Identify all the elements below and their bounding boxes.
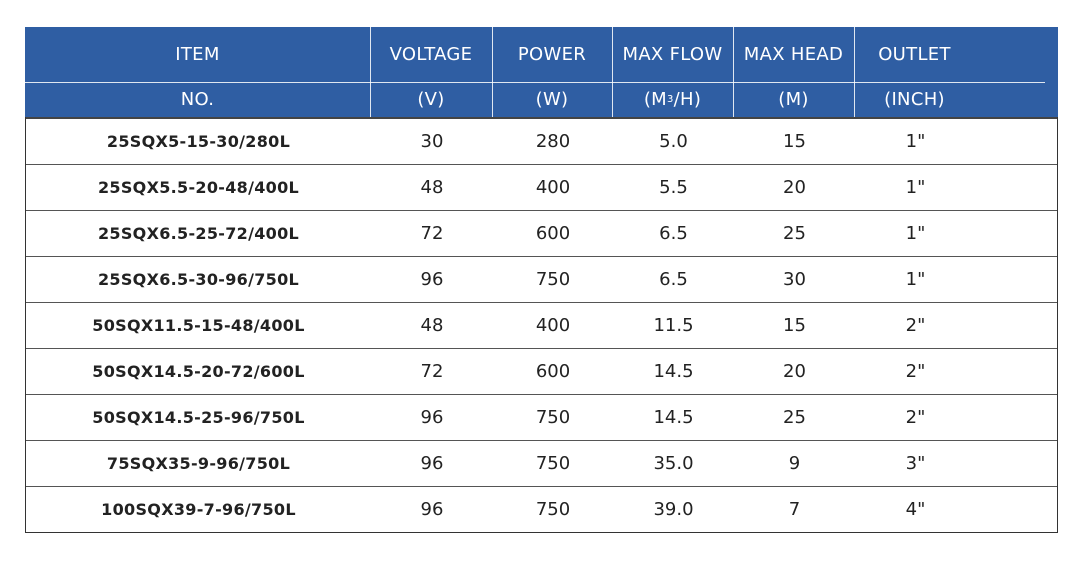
power-cell: 750 [535,269,571,290]
header-unit-flow: (M 3/H) [612,82,733,117]
model-cell: 50SQX14.5-25-96/750L [92,408,305,427]
model-cell: 50SQX11.5-15-48/400L [92,316,305,335]
voltage-cell: 96 [420,453,444,474]
outlet-cell: 1" [905,131,926,152]
pump-spec-table: ITEM VOLTAGE POWER MAX FLOW MAX HEAD OUT… [25,27,1058,533]
outlet-cell: 3" [905,453,926,474]
outlet-cell: 1" [905,177,926,198]
header-separator [733,27,734,117]
header-separator [492,27,493,117]
table-body: 25SQX5-15-30/280L 30 280 5.0 15 1" 25SQX5.5-20… [25,117,1058,533]
header-separator [370,27,371,117]
model-cell: 25SQX6.5-25-72/400L [97,224,300,243]
table-row: 25SQX6.5-25-72/400L 72 600 6.5 25 1" [26,210,1057,256]
max-head-cell: 25 [783,407,806,428]
model-cell: 25SQX6.5-30-96/750L [97,270,300,289]
table-row: 50SQX14.5-20-72/600L 72 600 14.5 20 2" [26,348,1057,394]
flow-unit-pre: (M [643,89,667,110]
max-flow-cell: 11.5 [653,315,694,336]
power-cell: 280 [535,131,571,152]
max-flow-cell: 14.5 [653,361,694,382]
max-head-cell: 20 [783,177,806,198]
max-flow-cell: 6.5 [659,269,688,290]
header-row-units: NO. (V) (W) (M 3/H) (M) (INCH) [25,82,1058,117]
header-max-flow: MAX FLOW [622,44,723,65]
max-flow-cell: 35.0 [653,453,694,474]
voltage-cell: 72 [420,223,444,244]
voltage-cell: 72 [420,361,444,382]
flow-unit-post: /H) [673,89,702,110]
max-head-cell: 25 [783,223,806,244]
model-cell: 100SQX39-7-96/750L [101,500,296,519]
max-flow-cell: 5.0 [659,131,688,152]
voltage-cell: 96 [420,407,444,428]
voltage-cell: 30 [420,131,444,152]
power-cell: 600 [535,361,571,382]
max-head-cell: 9 [788,453,801,474]
outlet-cell: 2" [905,315,926,336]
max-flow-cell: 6.5 [659,223,688,244]
header-power: POWER [517,44,587,65]
max-flow-cell: 5.5 [659,177,688,198]
outlet-cell: 2" [905,407,926,428]
model-cell: 75SQX35-9-96/750L [106,454,291,473]
outlet-cell: 2" [905,361,926,382]
table-row: 50SQX11.5-15-48/400L 48 400 11.5 15 2" [26,302,1057,348]
header-unit-power: (W) [535,89,569,110]
header-divider [25,82,1045,83]
header-outlet: OUTLET [878,44,951,65]
power-cell: 600 [535,223,571,244]
header-row-titles: ITEM VOLTAGE POWER MAX FLOW MAX HEAD OUT… [25,27,1058,82]
table-row: 25SQX6.5-30-96/750L 96 750 6.5 30 1" [26,256,1057,302]
header-no: NO. [180,89,215,110]
max-head-cell: 30 [783,269,806,290]
max-head-cell: 20 [783,361,806,382]
voltage-cell: 96 [420,269,444,290]
voltage-cell: 48 [420,177,444,198]
header-separator [612,27,613,117]
max-head-cell: 7 [788,499,801,520]
table-row: 100SQX39-7-96/750L 96 750 39.0 7 4" [26,486,1057,532]
power-cell: 400 [535,315,571,336]
max-head-cell: 15 [783,131,806,152]
header-voltage: VOLTAGE [389,44,473,65]
table-row: 75SQX35-9-96/750L 96 750 35.0 9 3" [26,440,1057,486]
table-header: ITEM VOLTAGE POWER MAX FLOW MAX HEAD OUT… [25,27,1058,117]
max-flow-cell: 39.0 [653,499,694,520]
power-cell: 400 [535,177,571,198]
voltage-cell: 96 [420,499,444,520]
outlet-cell: 1" [905,269,926,290]
table-row: 50SQX14.5-25-96/750L 96 750 14.5 25 2" [26,394,1057,440]
max-head-cell: 15 [783,315,806,336]
flow-unit-sup: 3 [666,94,674,105]
voltage-cell: 48 [420,315,444,336]
model-cell: 50SQX14.5-20-72/600L [92,362,305,381]
model-cell: 25SQX5-15-30/280L [106,132,291,151]
outlet-cell: 4" [905,499,926,520]
outlet-cell: 1" [905,223,926,244]
model-cell: 25SQX5.5-20-48/400L [97,178,300,197]
power-cell: 750 [535,499,571,520]
header-max-head: MAX HEAD [743,44,844,65]
header-unit-volt: (V) [417,89,445,110]
table-row: 25SQX5.5-20-48/400L 48 400 5.5 20 1" [26,164,1057,210]
table-row: 25SQX5-15-30/280L 30 280 5.0 15 1" [26,117,1057,164]
max-flow-cell: 14.5 [653,407,694,428]
header-item: ITEM [175,44,220,65]
header-unit-head: (M) [778,89,809,110]
header-separator [854,27,855,117]
power-cell: 750 [535,453,571,474]
header-unit-outlet: (INCH) [884,89,945,110]
power-cell: 750 [535,407,571,428]
